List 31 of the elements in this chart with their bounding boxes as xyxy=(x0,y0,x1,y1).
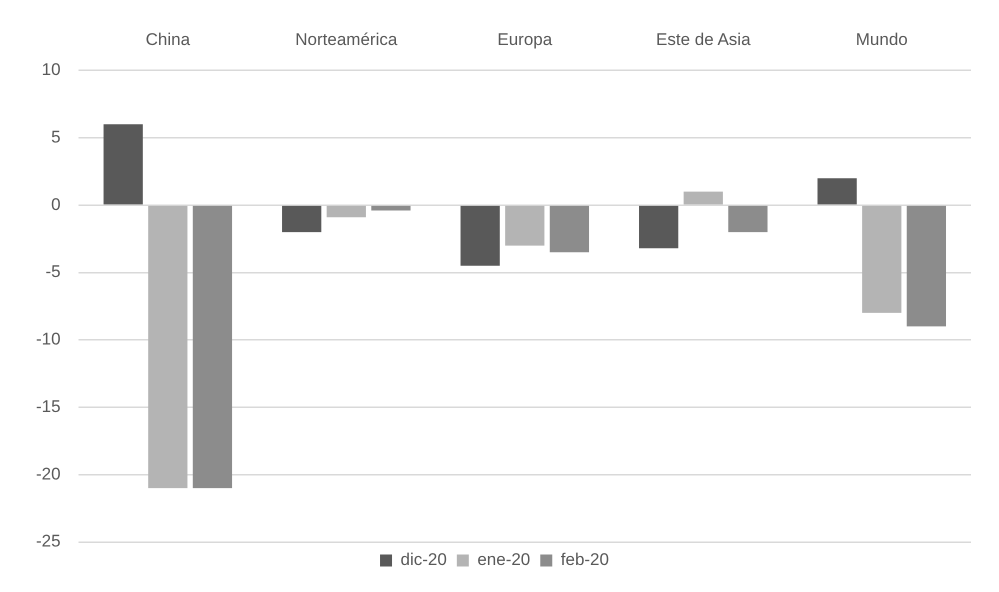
y-tick-label: 0 xyxy=(51,194,61,214)
x-tick-label: Europa xyxy=(497,30,553,49)
y-tick-label: -20 xyxy=(36,464,61,484)
y-tick-label: -10 xyxy=(36,330,61,349)
legend-label: feb-20 xyxy=(560,550,609,570)
bar xyxy=(728,206,768,232)
bar xyxy=(326,206,366,218)
bar xyxy=(104,124,143,204)
legend-label: ene-20 xyxy=(477,550,530,570)
x-tick-label: Mundo xyxy=(856,30,908,49)
y-tick-label: -15 xyxy=(36,396,61,416)
bar xyxy=(192,206,232,488)
x-tick-label: China xyxy=(146,30,191,49)
y-tick-label: -25 xyxy=(36,532,61,551)
bar xyxy=(282,206,322,232)
bar xyxy=(818,178,857,204)
bar xyxy=(460,206,500,266)
y-tick-label: 10 xyxy=(42,60,61,80)
x-tick-label: Norteamérica xyxy=(295,30,398,49)
bar xyxy=(684,192,723,204)
bar xyxy=(906,206,946,326)
x-tick-label: Este de Asia xyxy=(656,30,752,49)
bar xyxy=(148,206,188,488)
y-tick-label: 5 xyxy=(51,127,61,146)
bar xyxy=(371,206,411,211)
bar xyxy=(862,206,902,313)
y-tick-label: -5 xyxy=(45,262,61,282)
legend-label: dic-20 xyxy=(400,550,447,570)
bar xyxy=(550,206,590,252)
bar xyxy=(639,206,678,248)
bar xyxy=(505,206,544,246)
